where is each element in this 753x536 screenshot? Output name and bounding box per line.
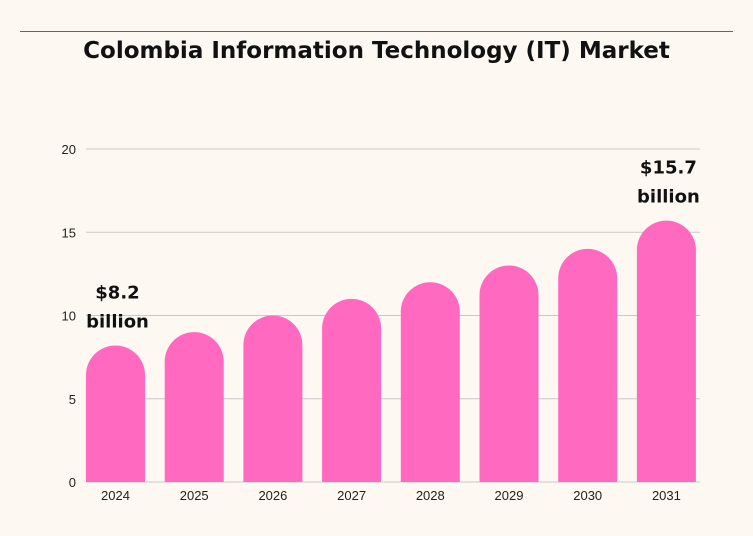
annotations: $8.2 billion $15.7 billion — [86, 158, 700, 333]
x-axis-ticks: 2024 2025 2026 2027 2028 2029 2030 2031 — [101, 488, 681, 503]
annotation-2024-line-1: billion — [86, 311, 149, 332]
bars — [86, 220, 696, 482]
y-tick-label: 0 — [69, 475, 76, 490]
x-tick-label-2024: 2024 — [101, 488, 130, 503]
y-tick-label: 5 — [69, 392, 76, 407]
bar-2024 — [86, 345, 145, 482]
annotation-2031-line-0: $15.7 — [640, 158, 697, 179]
x-tick-label-2027: 2027 — [337, 488, 366, 503]
y-tick-label: 10 — [62, 309, 76, 324]
bar-2027 — [322, 298, 382, 482]
x-tick-label-2031: 2031 — [652, 488, 681, 503]
y-axis-ticks: 0 5 10 15 20 — [62, 142, 76, 490]
x-tick-label-2028: 2028 — [416, 488, 445, 503]
annotation-2024-line-0: $8.2 — [95, 282, 139, 303]
y-tick-label: 20 — [62, 142, 76, 157]
top-rule — [20, 31, 733, 32]
x-tick-label-2029: 2029 — [495, 488, 524, 503]
x-tick-label-2025: 2025 — [180, 488, 209, 503]
y-tick-label: 15 — [62, 225, 76, 240]
bar-2025 — [164, 332, 224, 482]
bar-2030 — [558, 248, 618, 482]
chart-title: Colombia Information Technology (IT) Mar… — [83, 38, 670, 64]
bar-2029 — [479, 265, 539, 482]
x-tick-label-2026: 2026 — [258, 488, 287, 503]
bar-2028 — [400, 282, 460, 482]
bar-2031 — [636, 220, 696, 482]
x-tick-label-2030: 2030 — [573, 488, 602, 503]
bar-2026 — [243, 315, 303, 482]
annotation-2031-line-1: billion — [637, 187, 700, 208]
